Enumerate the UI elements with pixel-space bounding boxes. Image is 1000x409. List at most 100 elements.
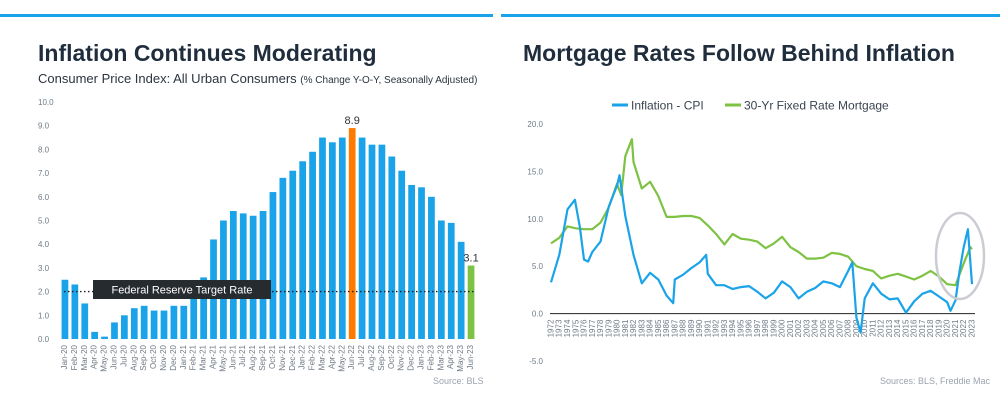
y-tick-label: 9.0 [38,122,50,131]
x-tick-label: Oct-20 [149,344,158,369]
bar [111,322,118,339]
x-tick-label: Apr-23 [446,344,455,369]
x-tick-label: Feb-22 [308,344,317,370]
legend-label: Inflation - CPI [631,99,704,113]
x-tick-label: 1980 [613,319,622,337]
bar [200,277,207,339]
bar [160,310,168,339]
x-tick-label: 2001 [786,319,795,337]
x-tick-label: Jun-20 [109,344,118,369]
x-tick-label: Feb-21 [189,344,198,370]
bar [319,137,326,339]
x-tick-label: 1996 [745,319,754,337]
x-tick-label: 1989 [687,319,696,337]
y-tick-label: 10.0 [527,215,543,224]
x-tick-label: Sep-20 [139,344,148,370]
x-tick-label: 2014 [893,319,902,337]
x-tick-label: 2020 [943,319,952,337]
y-tick-label: 6.0 [38,193,50,202]
bar [150,310,158,339]
x-tick-label: 1982 [629,319,638,337]
x-tick-label: 2023 [968,319,977,337]
bar [348,128,356,339]
x-tick-label: 2005 [819,319,828,337]
y-tick-label: 5.0 [38,217,50,226]
reference-label: Federal Reserve Target Rate [111,285,252,297]
x-tick-label: 2003 [802,319,811,337]
x-tick-label: 1975 [571,319,580,337]
y-tick-label: 0.0 [38,335,50,344]
bar [121,315,128,339]
x-tick-label: 2008 [844,319,853,337]
x-tick-label: 2007 [835,319,844,337]
y-tick-label: 20.0 [527,120,543,129]
right-source-note: Sources: BLS, Freddie Mac [880,376,991,386]
x-tick-label: 1976 [580,319,589,337]
bar [170,305,178,339]
subtitle-main: Consumer Price Index: All Urban Consumer… [38,71,297,86]
x-tick-label: Jul-21 [238,344,247,366]
x-tick-label: Oct-22 [387,344,396,369]
x-tick-label: 1984 [646,319,655,337]
x-tick-label: Jan-22 [298,344,307,369]
bar [279,177,287,339]
left-top-accent-bar [0,14,493,17]
x-tick-label: Aug-21 [248,344,257,370]
x-tick-label: May-21 [218,344,227,371]
x-tick-label: Dec-21 [288,344,297,370]
subtitle-note: (% Change Y-O-Y, Seasonally Adjusted) [300,75,478,86]
bar [447,222,455,339]
bar [418,187,425,339]
cpi-series-line [549,174,974,334]
x-tick-label: 1973 [555,319,564,337]
bar [140,305,148,339]
bar [130,308,138,339]
bar [269,192,277,339]
x-tick-label: 1985 [654,319,663,337]
bar [398,170,406,339]
x-tick-label: 2013 [885,319,894,337]
bar [71,284,79,339]
x-tick-label: Sep-21 [258,344,267,370]
x-tick-label: 1994 [728,319,737,337]
y-tick-label: 4.0 [38,240,50,249]
bar [239,213,247,339]
x-tick-label: 1993 [720,319,729,337]
x-tick-label: Mar-21 [199,344,208,370]
bar [378,144,386,339]
x-tick-label: 1987 [670,319,679,337]
bar [388,156,396,339]
x-tick-label: 2021 [951,319,960,337]
x-tick-label: Aug-22 [367,344,376,370]
x-tick-label: 1999 [769,319,778,337]
x-tick-label: Nov-21 [278,344,287,370]
legend-label: 30-Yr Fixed Rate Mortgage [744,99,889,113]
x-tick-label: Jun-23 [466,344,475,369]
bar [299,161,307,339]
x-tick-label: 1991 [703,319,712,337]
mortgage-series-line [550,138,973,287]
x-tick-label: 2016 [910,319,919,337]
x-tick-label: Jan-23 [417,344,426,369]
x-tick-label: 2018 [926,319,935,337]
x-tick-label: 1972 [547,319,556,337]
x-tick-label: Feb-20 [70,344,79,370]
bar [91,331,99,339]
bar [289,170,297,339]
x-tick-label: Mar-23 [436,344,445,370]
x-tick-label: 1974 [563,319,572,337]
bar [428,196,435,339]
y-tick-label: 10.0 [38,98,54,107]
y-tick-label: -5.0 [529,357,543,366]
bar [309,151,316,339]
x-tick-label: 1988 [679,319,688,337]
left-source-note: Source: BLS [433,376,484,386]
data-label: 3.1 [463,253,478,265]
x-tick-label: Mar-20 [80,344,89,370]
x-tick-label: Apr-22 [327,344,336,369]
y-tick-label: 1.0 [38,311,50,320]
right-top-accent-bar [501,14,1000,17]
right-chart-title: Mortgage Rates Follow Behind Inflation [523,40,955,66]
y-tick-label: 0.0 [532,310,544,319]
x-tick-label: 2019 [934,319,943,337]
